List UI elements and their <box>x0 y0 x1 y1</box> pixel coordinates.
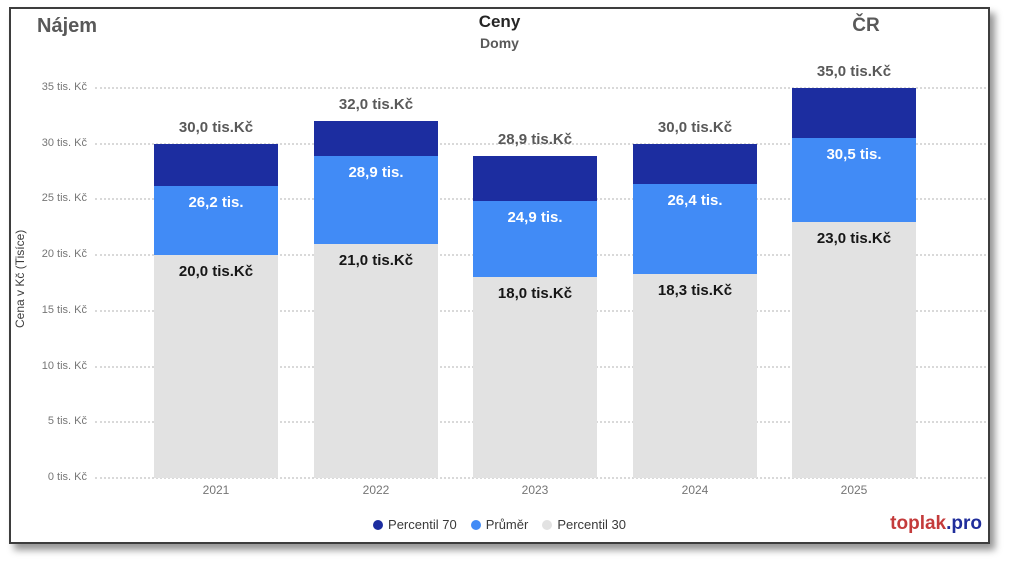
bar-segment-prumer[interactable] <box>473 200 597 278</box>
bar-2021[interactable] <box>154 143 278 478</box>
legend-label: Průměr <box>485 517 529 532</box>
bar-2025[interactable] <box>792 88 916 478</box>
bar-value-label-p30: 21,0 tis.Kč <box>338 252 414 269</box>
bar-2024[interactable] <box>633 143 757 478</box>
chart-card: Nájem Ceny Domy ČR Cena v Kč (Tisíce) Pe… <box>9 7 990 544</box>
bar-segment-percentil-70[interactable] <box>314 121 438 156</box>
legend-item-prumer[interactable]: Průměr <box>470 517 529 532</box>
bar-segment-percentil-30[interactable] <box>633 274 757 478</box>
y-axis-tick-label: 30 tis. Kč <box>41 136 87 149</box>
bar-value-label-avg: 28,9 tis. <box>348 163 404 181</box>
gridline <box>95 477 986 479</box>
bar-segment-percentil-30[interactable] <box>473 277 597 478</box>
legend-item-percentil-70[interactable]: Percentil 70 <box>373 517 457 532</box>
bar-value-label-p70: 28,9 tis.Kč <box>497 130 573 148</box>
report-title-left: Nájem <box>37 15 98 37</box>
y-axis-title: Cena v Kč (Tisíce) <box>13 229 27 329</box>
y-axis-tick-label: 25 tis. Kč <box>41 192 87 205</box>
legend-dot-icon <box>542 519 553 530</box>
brand-logo[interactable]: toplak.pro <box>890 513 982 535</box>
legend-label: Percentil 30 <box>557 517 626 532</box>
bar-value-label-p70: 30,0 tis.Kč <box>178 118 254 136</box>
chart-legend: Percentil 70 Průměr Percentil 30 <box>11 517 988 532</box>
legend-label: Percentil 70 <box>388 517 457 532</box>
bar-segment-prumer[interactable] <box>792 138 916 222</box>
x-axis-label-2022: 2022 <box>362 483 390 497</box>
bar-segment-percentil-70[interactable] <box>633 143 757 184</box>
legend-item-percentil-30[interactable]: Percentil 30 <box>542 517 626 532</box>
y-axis-tick-label: 20 tis. Kč <box>41 248 87 261</box>
bar-value-label-avg: 26,4 tis. <box>667 191 723 209</box>
bar-segment-percentil-70[interactable] <box>154 143 278 187</box>
legend-dot-icon <box>373 519 384 530</box>
y-axis-tick-label: 5 tis. Kč <box>47 415 87 428</box>
bar-value-label-avg: 24,9 tis. <box>507 208 563 226</box>
x-axis-label-2023: 2023 <box>521 483 549 497</box>
bar-value-label-p30: 20,0 tis.Kč <box>178 263 254 281</box>
bar-value-label-p70: 35,0 tis.Kč <box>816 63 892 80</box>
bar-segment-percentil-70[interactable] <box>792 88 916 139</box>
bar-value-label-p70: 30,0 tis.Kč <box>657 118 733 136</box>
x-axis-label-2024: 2024 <box>681 483 709 497</box>
legend-dot-icon <box>470 519 481 530</box>
y-axis-tick-label: 0 tis. Kč <box>47 471 87 483</box>
bar-segment-percentil-30[interactable] <box>792 221 916 478</box>
bar-value-label-avg: 30,5 tis. <box>826 146 882 164</box>
y-axis-tick-label: 15 tis. Kč <box>41 303 87 316</box>
bar-segment-prumer[interactable] <box>154 186 278 256</box>
bar-value-label-avg: 26,2 tis. <box>188 194 244 212</box>
chart-title: Ceny <box>478 12 521 31</box>
bar-value-label-p70: 32,0 tis.Kč <box>338 96 414 114</box>
gridline <box>95 142 986 145</box>
y-axis-tick-label: 10 tis. Kč <box>41 359 87 372</box>
x-axis-label-2021: 2021 <box>202 483 230 497</box>
y-axis-tick-label: 35 tis. Kč <box>41 81 87 93</box>
bar-segment-prumer[interactable] <box>633 183 757 275</box>
bar-value-label-p30: 23,0 tis.Kč <box>816 229 892 247</box>
brand-tld: .pro <box>946 513 982 534</box>
bar-segment-percentil-70[interactable] <box>473 155 597 201</box>
bar-segment-percentil-30[interactable] <box>154 255 278 478</box>
bar-value-label-p30: 18,3 tis.Kč <box>657 282 733 300</box>
bar-segment-percentil-30[interactable] <box>314 243 438 478</box>
brand-name: toplak <box>890 513 947 534</box>
bar-2023[interactable] <box>473 155 597 478</box>
region-title: ČR <box>852 15 880 36</box>
bar-2022[interactable] <box>314 121 438 478</box>
gridline <box>95 87 986 89</box>
bar-value-label-p30: 18,0 tis.Kč <box>497 285 573 303</box>
bar-segment-prumer[interactable] <box>314 155 438 244</box>
chart-subtitle: Domy <box>480 35 519 51</box>
x-axis-label-2025: 2025 <box>840 483 868 497</box>
